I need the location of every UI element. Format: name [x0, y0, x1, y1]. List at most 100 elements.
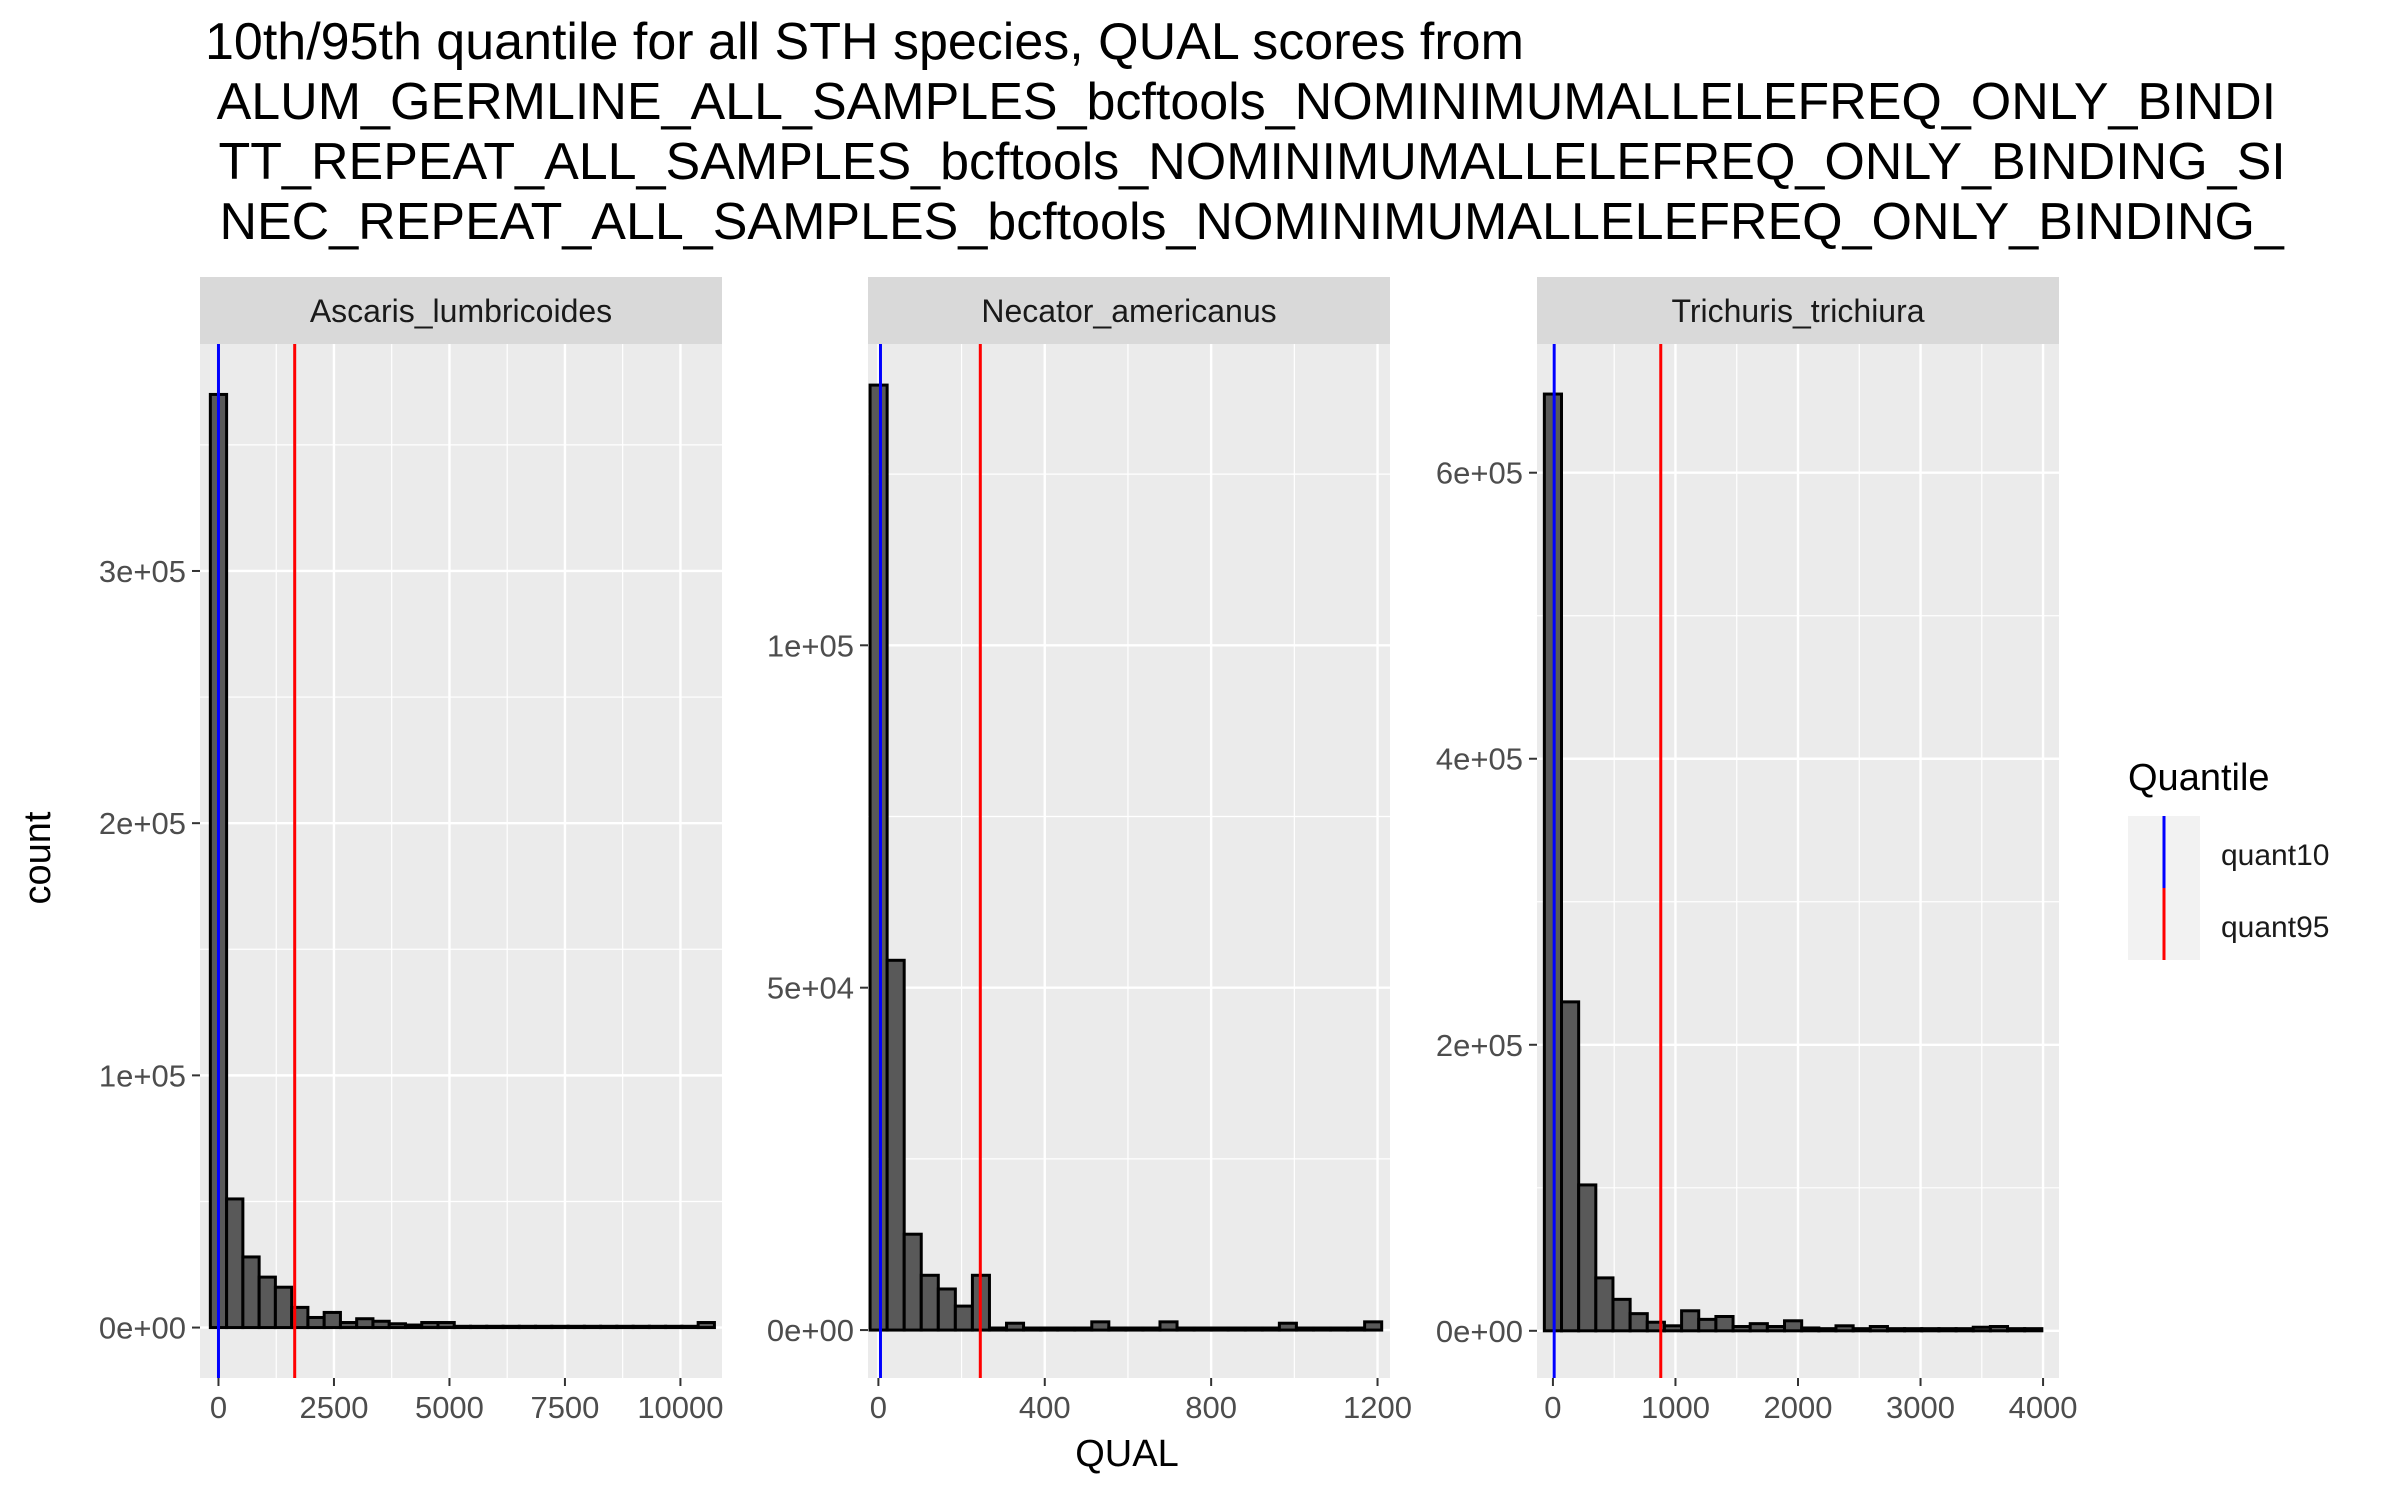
histogram-bar: [1594, 1276, 1615, 1333]
panel-background: [868, 344, 1390, 1378]
histogram-bar: [1039, 1326, 1060, 1332]
x-tick-label: 3000: [1886, 1390, 1955, 1425]
histogram-bar: [615, 1324, 635, 1330]
x-tick-label: 5000: [415, 1390, 484, 1425]
histogram-bar: [1175, 1326, 1196, 1332]
histogram-bar: [1311, 1326, 1333, 1332]
histogram-bar: [1851, 1327, 1872, 1333]
y-tick-label: 6e+05: [1436, 456, 1523, 491]
x-tick-label: 0: [870, 1390, 887, 1425]
histogram-bar: [1800, 1326, 1821, 1333]
histogram-bar: [2023, 1327, 2044, 1333]
legend-label-quant10: quant10: [2221, 839, 2329, 872]
histogram-bar: [1090, 1320, 1111, 1332]
y-tick-label: 0e+00: [767, 1313, 854, 1348]
histogram-bar: [306, 1315, 326, 1330]
histogram-bar: [452, 1324, 473, 1330]
x-tick-label: 400: [1019, 1390, 1071, 1425]
histogram-bar: [1680, 1309, 1701, 1333]
y-axis-title: count: [17, 811, 59, 904]
histogram-bar: [566, 1324, 586, 1330]
panel-background: [200, 344, 722, 1378]
histogram-bar: [599, 1324, 619, 1330]
histogram-bar: [868, 383, 889, 1332]
histogram-bar: [1885, 1327, 1907, 1333]
facet-strip-label: Trichuris_trichiura: [1671, 293, 1924, 329]
histogram-bar: [1834, 1324, 1855, 1333]
histogram-bar: [241, 1255, 261, 1330]
histogram-bar: [1903, 1327, 1924, 1333]
histogram-bar: [647, 1324, 668, 1330]
x-tick-label: 2000: [1764, 1390, 1833, 1425]
facet-strip-label: Ascaris_lumbricoides: [310, 293, 612, 329]
histogram-bar: [273, 1285, 294, 1330]
y-tick-label: 3e+05: [99, 554, 186, 589]
histogram-bar: [1363, 1320, 1384, 1332]
legend-title: Quantile: [2128, 757, 2270, 799]
histogram-bar: [1260, 1326, 1281, 1332]
histogram-bar: [1124, 1326, 1145, 1332]
histogram-bar: [534, 1324, 554, 1330]
histogram-bar: [1954, 1327, 1975, 1333]
histogram-bar: [1294, 1326, 1315, 1332]
chart-title: 10th/95th quantile for all STH species, …: [205, 12, 2286, 252]
histogram-bar: [1748, 1322, 1769, 1333]
y-tick-label: 5e+04: [767, 971, 854, 1006]
histogram-bar: [1988, 1325, 2010, 1333]
histogram-bar: [936, 1287, 957, 1332]
facet-panel-Ascaris_lumbricoides: Ascaris_lumbricoides 0 2500 5000 7500 10000 0e…: [99, 277, 724, 1425]
histogram-bar: [2006, 1327, 2027, 1333]
y-tick-label: 0e+00: [1436, 1314, 1523, 1349]
histogram-bar: [1158, 1320, 1179, 1332]
histogram-bar: [517, 1324, 538, 1330]
histogram-bar: [1346, 1326, 1367, 1332]
histogram-bar: [387, 1322, 407, 1330]
facet-strip-label: Necator_americanus: [981, 293, 1276, 329]
histogram-bar: [1056, 1326, 1077, 1332]
x-tick-label: 7500: [530, 1390, 599, 1425]
histogram-bar: [1329, 1326, 1350, 1332]
histogram-bar: [1560, 1000, 1581, 1333]
x-tick-label: 0: [1544, 1390, 1561, 1425]
chart-title-line: TT_REPEAT_ALL_SAMPLES_bcftools_NOMINIMUM…: [205, 133, 2286, 191]
x-axis-title: QUAL: [1075, 1433, 1178, 1475]
histogram-bar: [1073, 1326, 1094, 1332]
histogram-bar: [1920, 1327, 1941, 1333]
facet-strip: [1537, 277, 2059, 344]
histogram-bar: [1243, 1326, 1264, 1332]
histogram-bar: [1022, 1326, 1043, 1332]
histogram-bar: [987, 1326, 1009, 1332]
histogram-bar: [436, 1321, 456, 1330]
x-tick-label: 4000: [2009, 1390, 2078, 1425]
chart-title-line: NEC_REPEAT_ALL_SAMPLES_bcftools_NOMINIMU…: [205, 193, 2284, 251]
histogram-bar: [1141, 1326, 1162, 1332]
y-tick-label: 1e+05: [767, 628, 854, 663]
histogram-bar: [403, 1323, 424, 1330]
y-tick-label: 0e+00: [99, 1311, 186, 1346]
histogram-bar: [953, 1304, 974, 1332]
histogram-bar: [1765, 1325, 1787, 1333]
facet-strip: [868, 277, 1390, 344]
facet-strip: [200, 277, 722, 344]
histogram-bar: [1697, 1317, 1718, 1333]
histogram-bar: [550, 1324, 570, 1330]
histogram-bar: [885, 958, 906, 1332]
histogram-bar: [485, 1324, 505, 1330]
legend: Quantile quant10 quant95: [2128, 757, 2329, 960]
histogram-bar: [664, 1324, 684, 1330]
histogram-bar: [1628, 1312, 1649, 1333]
x-tick-label: 10000: [637, 1390, 723, 1425]
histogram-bar: [1226, 1326, 1247, 1332]
histogram-bar: [1577, 1183, 1598, 1333]
histogram-bar: [355, 1317, 375, 1330]
histogram-bar: [1817, 1327, 1838, 1333]
histogram-bar: [631, 1324, 651, 1330]
y-tick-label: 2e+05: [99, 806, 186, 841]
histogram-bar: [1783, 1319, 1804, 1333]
chart-title-line: ALUM_GERMLINE_ALL_SAMPLES_bcftools_NOMIN…: [205, 73, 2277, 131]
histogram-bar: [420, 1321, 440, 1330]
histogram-bar: [1731, 1325, 1752, 1333]
histogram-bar: [338, 1321, 359, 1330]
histogram-bar: [225, 1197, 245, 1330]
